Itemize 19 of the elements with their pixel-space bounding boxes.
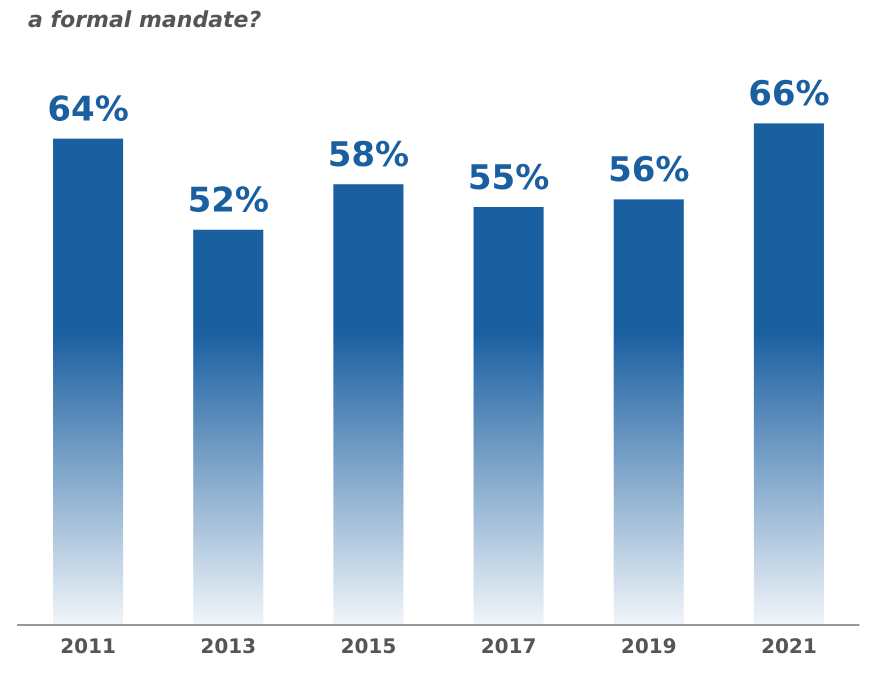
x-tick-label: 2019: [620, 634, 677, 658]
bar: [333, 184, 404, 625]
x-tick-label: 2013: [200, 634, 256, 658]
data-label: 55%: [468, 158, 550, 198]
data-label: 52%: [188, 180, 269, 221]
bar: [193, 230, 264, 625]
x-tick-label: 2011: [60, 634, 116, 658]
data-label: 66%: [748, 74, 830, 114]
data-label: 64%: [47, 89, 129, 130]
bar: [754, 123, 824, 625]
bar: [53, 138, 124, 625]
x-tick-label: 2015: [340, 634, 396, 658]
x-tick-label: 2017: [480, 634, 536, 658]
data-label: 56%: [608, 150, 690, 190]
bar: [474, 207, 544, 625]
chart-title: a formal mandate?: [28, 8, 262, 33]
bar: [614, 199, 684, 625]
data-label: 58%: [328, 135, 410, 176]
x-tick-label: 2021: [761, 634, 817, 658]
